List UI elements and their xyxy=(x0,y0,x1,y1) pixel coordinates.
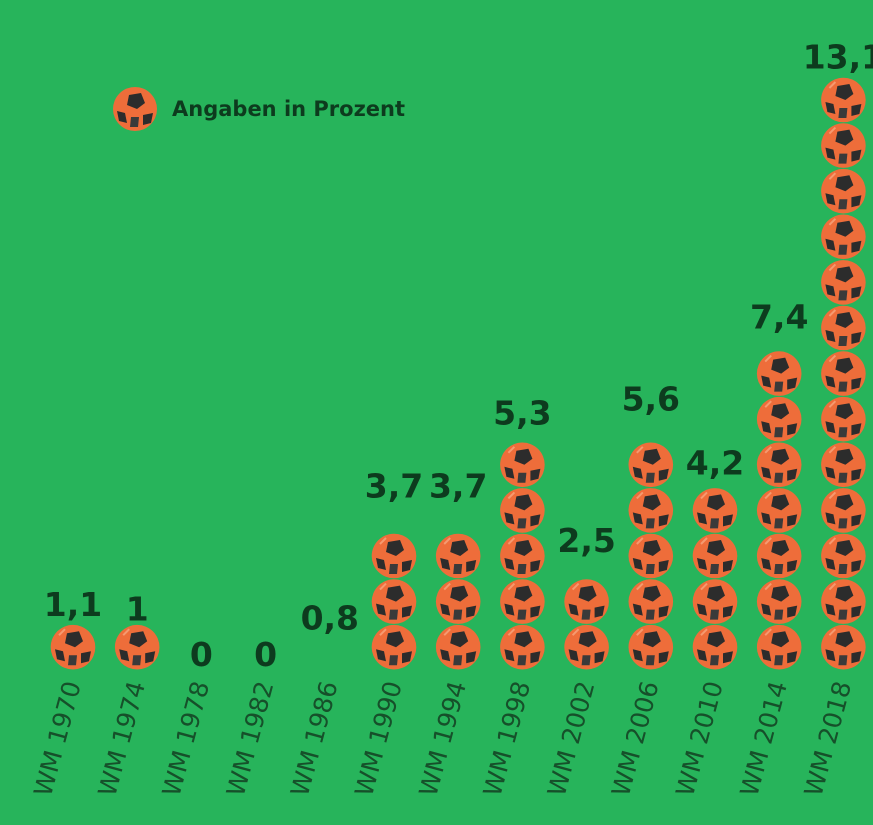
ball-mark xyxy=(434,623,482,671)
ball-mark xyxy=(627,487,675,534)
ball-mark xyxy=(820,623,867,671)
bar-wm-2014 xyxy=(755,332,803,671)
football-icon xyxy=(113,87,157,131)
category-label: WM 1986 xyxy=(285,678,344,799)
bar-wm-2018 xyxy=(820,72,867,671)
ball-mark xyxy=(755,578,803,625)
value-label: 5,6 xyxy=(622,380,680,419)
category-label: WM 1974 xyxy=(92,678,151,799)
ball-mark xyxy=(627,532,675,580)
ball-mark xyxy=(820,487,867,534)
ball-mark xyxy=(820,350,867,397)
value-label: 0,8 xyxy=(301,599,359,638)
ball-mark xyxy=(755,395,803,443)
value-label: 3,7 xyxy=(429,466,487,505)
value-label: 4,2 xyxy=(686,443,744,482)
ball-mark xyxy=(691,487,739,534)
ball-mark xyxy=(370,532,418,580)
ball-mark xyxy=(499,487,546,534)
bar-wm-1974 xyxy=(113,623,161,671)
ball-mark xyxy=(755,487,803,534)
ball-mark xyxy=(434,532,482,580)
ball-mark xyxy=(755,350,803,397)
value-label: 2,5 xyxy=(557,521,615,560)
ball-mark xyxy=(113,623,161,671)
ball-mark xyxy=(820,441,867,489)
value-label: 13,1 xyxy=(803,38,873,77)
value-label: 0 xyxy=(190,635,213,674)
value-label: 3,7 xyxy=(365,466,423,505)
ball-mark xyxy=(820,122,867,169)
value-label: 0 xyxy=(254,635,277,674)
bar-wm-1994 xyxy=(434,501,482,671)
bar-wm-1998 xyxy=(499,428,546,671)
category-label: WM 2006 xyxy=(606,678,665,799)
ball-mark xyxy=(820,304,867,352)
ball-mark xyxy=(820,213,867,261)
ball-mark xyxy=(627,578,675,625)
value-label: 7,4 xyxy=(750,298,808,337)
ball-mark xyxy=(755,623,803,671)
ball-mark xyxy=(820,167,867,215)
ball-mark xyxy=(691,532,739,580)
ball-mark xyxy=(49,623,97,671)
value-label: 1,1 xyxy=(44,585,102,624)
ball-mark xyxy=(434,578,482,625)
ball-mark xyxy=(691,623,739,671)
legend: Angaben in Prozent xyxy=(112,86,405,132)
category-label: WM 1990 xyxy=(349,678,408,799)
category-label: WM 2018 xyxy=(799,678,858,799)
ball-mark xyxy=(563,578,610,625)
ball-mark xyxy=(499,532,546,580)
category-label: WM 2002 xyxy=(542,678,601,799)
ball-mark xyxy=(370,578,418,625)
value-label: 1 xyxy=(126,589,149,628)
category-label: WM 2010 xyxy=(670,678,729,799)
ball-mark xyxy=(627,441,675,489)
ball-mark xyxy=(691,578,739,625)
ball-mark xyxy=(820,76,867,124)
category-label: WM 1982 xyxy=(221,678,280,799)
ball-mark xyxy=(499,578,546,625)
category-label: WM 2014 xyxy=(734,678,793,799)
ball-mark xyxy=(499,441,546,489)
bar-wm-2006 xyxy=(627,414,675,671)
ball-mark xyxy=(370,623,418,671)
value-label: 5,3 xyxy=(493,393,551,432)
ball-mark xyxy=(755,441,803,489)
ball-mark xyxy=(755,532,803,580)
ball-mark xyxy=(627,623,675,671)
category-label: WM 1994 xyxy=(413,678,472,799)
bar-wm-1990 xyxy=(370,501,418,671)
ball-mark xyxy=(499,623,546,671)
ball-mark xyxy=(820,532,867,580)
legend-label: Angaben in Prozent xyxy=(172,97,406,121)
category-label: WM 1970 xyxy=(28,678,87,799)
ball-mark xyxy=(820,578,867,625)
ball-mark xyxy=(820,395,867,443)
ball-mark xyxy=(563,623,610,671)
ball-mark xyxy=(820,259,867,306)
category-label: WM 1998 xyxy=(478,678,537,799)
category-label: WM 1978 xyxy=(157,678,216,799)
